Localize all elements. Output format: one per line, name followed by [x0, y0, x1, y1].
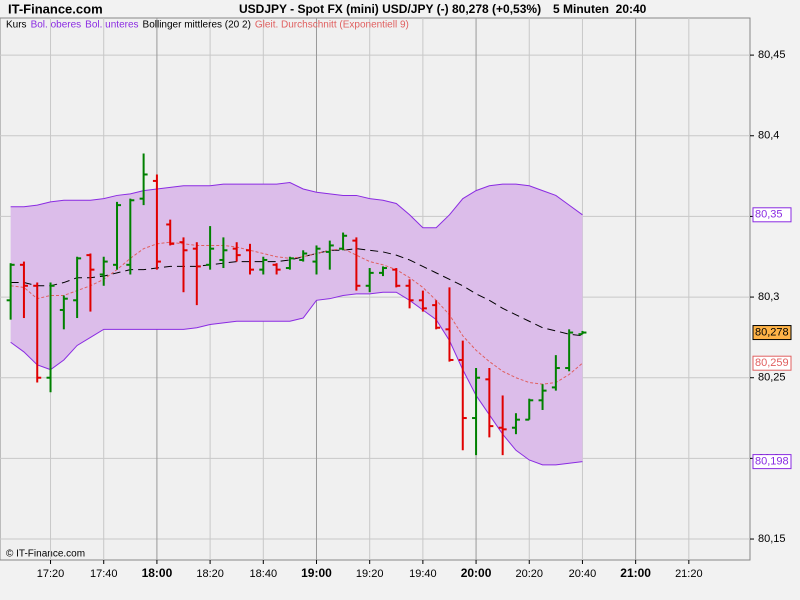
last-value-box [752, 207, 792, 223]
x-tick-label: 21:00 [620, 566, 651, 580]
chart-title: USDJPY - Spot FX (mini) USD/JPY (-) [239, 2, 449, 16]
legend-entry: Bol. unteres [85, 20, 138, 31]
y-tick-label: 80,25 [758, 372, 786, 384]
last-value-box [752, 355, 792, 371]
last-value-label: 80,259 [755, 357, 789, 369]
x-tick-label: 20:00 [461, 566, 492, 580]
legend-entry: Bollinger mittleres (20 2) [143, 20, 251, 31]
interval: 5 Minuten 20:40 [553, 2, 647, 16]
x-tick-label: 20:40 [569, 568, 597, 580]
y-tick-label: 80,45 [758, 49, 786, 61]
x-tick-label: 19:40 [409, 568, 437, 580]
x-tick-label: 21:20 [675, 568, 703, 580]
series-line [10, 248, 583, 337]
y-tick-label: 80,15 [758, 533, 786, 545]
legend-entry: Gleit. Durchschnitt (Exponentiell 9) [255, 20, 409, 31]
x-tick-label: 19:00 [301, 566, 332, 580]
last-value-label: 80,35 [755, 209, 783, 221]
last-value-box [752, 325, 792, 341]
x-tick-label: 18:20 [196, 568, 224, 580]
series-line [10, 182, 583, 229]
site-name: IT-Finance.com [8, 1, 103, 16]
series-line [10, 241, 583, 385]
last-value-label: 80,198 [755, 456, 789, 468]
x-tick-label: 17:20 [37, 568, 65, 580]
last-value-label: 80,278 [755, 326, 789, 338]
bollinger-band [10, 182, 583, 465]
y-tick-label: 80,4 [758, 130, 779, 142]
last-value-box [752, 454, 792, 470]
y-tick-label: 80,3 [758, 291, 779, 303]
legend-entry: Kurs [6, 20, 27, 31]
x-tick-label: 18:40 [250, 568, 278, 580]
footer: © IT-Finance.com [6, 549, 85, 560]
x-tick-label: 18:00 [142, 566, 173, 580]
x-tick-label: 20:20 [515, 568, 543, 580]
x-tick-label: 19:20 [356, 568, 384, 580]
series-line [10, 291, 583, 466]
price-change: 80,278 (+0,53%) [452, 2, 541, 16]
x-tick-label: 17:40 [90, 568, 118, 580]
legend-entry: Bol. oberes [31, 20, 82, 31]
